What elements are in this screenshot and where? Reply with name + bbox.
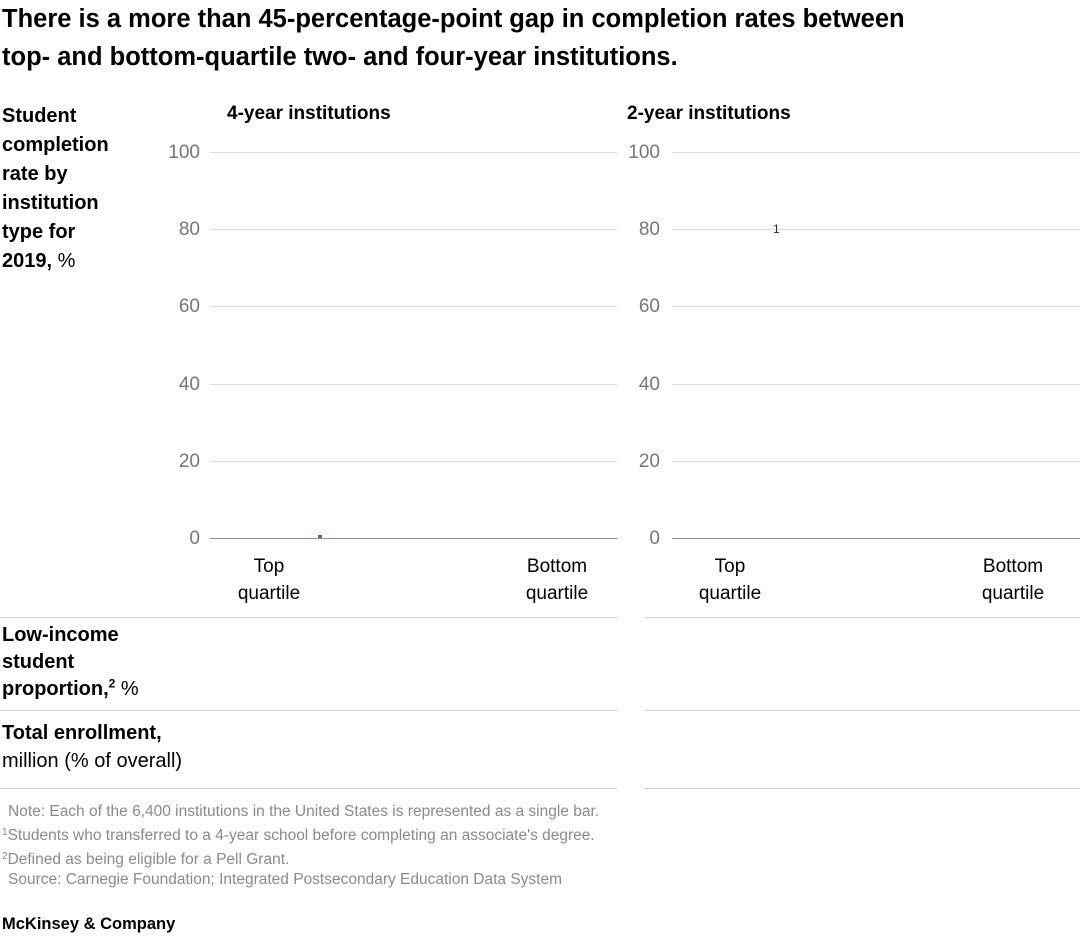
footnote-marker-annotation: 1	[773, 222, 780, 236]
section-divider	[645, 788, 1080, 789]
gridline-100	[672, 152, 1080, 153]
y-tick-label-40: 40	[178, 374, 200, 395]
y-tick-label-40: 40	[638, 374, 660, 395]
gridline-20	[210, 461, 617, 462]
category-label-bottom-quartile: Bottom quartile	[525, 556, 589, 604]
section-divider	[645, 617, 1080, 618]
y-axis-label: Student completion rate by institution t…	[2, 102, 124, 276]
footnote-1: 1Students who transferred to a 4-year sc…	[2, 822, 599, 846]
page-title-line-2: top- and bottom-quartile two- and four-y…	[2, 43, 678, 71]
y-tick-label-60: 60	[178, 296, 200, 317]
row-label-bold: Total enrollment,	[2, 722, 162, 744]
row-label-low-income-proportion: Low-income student proportion,2 %	[2, 622, 167, 703]
mckinsey-logo-text: McKinsey & Company	[2, 915, 176, 933]
row-label-unit: %	[120, 678, 139, 700]
y-tick-label-60: 60	[638, 296, 660, 317]
y-tick-label-100: 100	[628, 142, 660, 163]
footnotes-block: Note: Each of the 6,400 institutions in …	[2, 802, 599, 890]
gridline-100	[210, 152, 617, 153]
note-line: Note: Each of the 6,400 institutions in …	[8, 803, 600, 820]
gridline-60	[672, 306, 1080, 307]
gridline-60	[210, 306, 617, 307]
chart-title-2-year: 2-year institutions	[627, 103, 791, 124]
footnote-1-text: Students who transferred to a 4-year sch…	[7, 827, 595, 845]
row-label-unit: million (% of overall)	[2, 750, 183, 772]
y-axis-label-bold: Student completion rate by institution t…	[2, 105, 109, 272]
gridline-80	[210, 229, 617, 230]
chart-title-4-year: 4-year institutions	[227, 103, 391, 124]
footnote-1-sup: 1	[2, 827, 8, 838]
category-label-bottom-quartile: Bottom quartile	[981, 556, 1045, 604]
row-label-total-enrollment: Total enrollment, million (% of overall)	[2, 719, 182, 775]
y-tick-label-100: 100	[168, 142, 200, 163]
y-tick-label-20: 20	[178, 451, 200, 472]
footnote-2-text: Defined as being eligible for a Pell Gra…	[7, 851, 290, 869]
category-label-top-quartile: Top quartile	[698, 556, 762, 604]
category-label-top-quartile: Top quartile	[237, 556, 301, 604]
gridline-40	[672, 384, 1080, 385]
y-tick-label-80: 80	[178, 219, 200, 240]
section-divider	[0, 617, 617, 618]
baseline-axis	[672, 538, 1080, 539]
baseline-axis	[210, 538, 617, 539]
section-divider	[645, 710, 1080, 711]
source-line: Source: Carnegie Foundation; Integrated …	[8, 871, 563, 889]
bar-remnant-mark	[318, 535, 322, 538]
footnote-2: 2Defined as being eligible for a Pell Gr…	[2, 846, 599, 870]
y-tick-label-80: 80	[638, 219, 660, 240]
gridline-80	[672, 229, 1080, 230]
y-tick-label-20: 20	[638, 451, 660, 472]
y-axis-label-unit: %	[57, 250, 76, 272]
gridline-20	[672, 461, 1080, 462]
page-title: There is a more than 45-percentage-point…	[2, 0, 1062, 76]
y-tick-label-0: 0	[649, 528, 660, 549]
row-label-bold: Low-income student proportion,	[2, 624, 119, 700]
section-divider	[0, 788, 617, 789]
footnote-2-sup: 2	[2, 851, 8, 863]
gridline-40	[210, 384, 617, 385]
footnote-ref-2: 2	[108, 676, 116, 691]
section-divider	[0, 710, 617, 711]
y-tick-label-0: 0	[189, 528, 200, 549]
page-title-line-1: There is a more than 45-percentage-point…	[2, 5, 905, 33]
